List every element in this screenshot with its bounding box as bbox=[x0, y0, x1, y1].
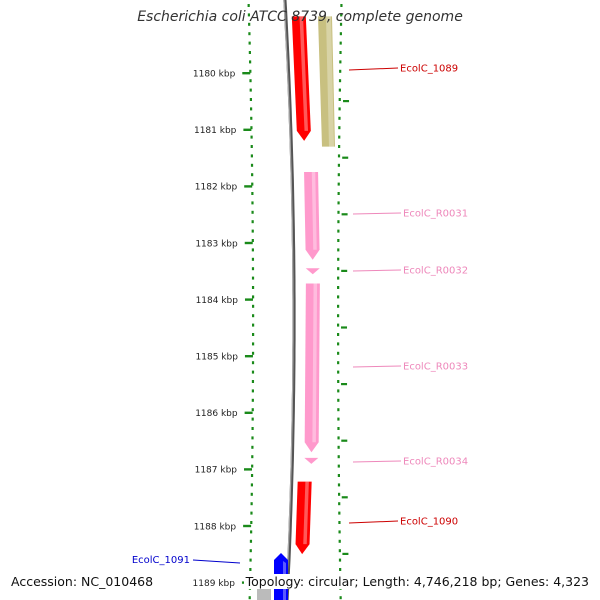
ruler-tick bbox=[243, 524, 252, 528]
olive-feature-bar[interactable] bbox=[318, 16, 335, 147]
ruler-tick bbox=[244, 411, 253, 414]
features bbox=[257, 16, 335, 600]
backbone-layer bbox=[247, 0, 343, 600]
ruler-tick bbox=[244, 355, 253, 358]
feature-ecolc-r0032[interactable] bbox=[305, 268, 320, 275]
ruler-tick bbox=[244, 298, 253, 301]
feature-label[interactable]: EcolC_R0034 bbox=[403, 457, 468, 468]
feature-label[interactable]: EcolC_1089 bbox=[400, 64, 458, 75]
feature-label[interactable]: EcolC_R0031 bbox=[403, 209, 468, 220]
outer-ring-tick bbox=[341, 213, 348, 216]
label-leader-line bbox=[352, 212, 402, 215]
ruler-tick-label: 1185 kbp bbox=[196, 353, 239, 363]
ruler-tick-label: 1181 kbp bbox=[194, 126, 237, 136]
outer-ring-tick bbox=[341, 496, 348, 499]
feature-ecolc-r0031[interactable] bbox=[304, 172, 320, 260]
feature-ecolc-1090[interactable] bbox=[295, 481, 312, 555]
outer-ring-tick bbox=[341, 326, 348, 329]
label-leader-line bbox=[192, 559, 241, 564]
outer-ring-tick bbox=[341, 439, 348, 442]
ruler-tick-label: 1182 kbp bbox=[195, 183, 238, 193]
ruler-tick-label: 1189 kbp bbox=[193, 579, 236, 589]
ruler-tick bbox=[244, 241, 253, 245]
ruler-tick-label: 1183 kbp bbox=[195, 239, 238, 249]
outer-ring-tick bbox=[342, 156, 349, 159]
ruler-tick-label: 1187 kbp bbox=[195, 466, 238, 476]
feature-ecolc-1089[interactable] bbox=[291, 16, 311, 141]
feature-label[interactable]: EcolC_R0032 bbox=[403, 266, 468, 277]
feature-label[interactable]: EcolC_R0033 bbox=[403, 362, 468, 373]
label-leader-line bbox=[348, 67, 399, 71]
label-leader-line bbox=[352, 269, 402, 272]
outer-dotted-ring bbox=[337, 4, 343, 600]
accession-text: Accession: NC_010468 bbox=[9, 574, 156, 589]
ruler-tick-label: 1188 kbp bbox=[194, 522, 237, 532]
ruler-tick bbox=[242, 72, 251, 75]
outer-ring-tick bbox=[342, 552, 349, 555]
ruler-tick-label: 1186 kbp bbox=[195, 409, 238, 419]
map-title: Escherichia coli ATCC 8739, complete gen… bbox=[137, 9, 463, 25]
label-leader-line bbox=[352, 365, 402, 368]
ruler-tick bbox=[244, 468, 253, 471]
outer-ring-tick bbox=[343, 100, 350, 103]
feature-ecolc-r0033[interactable] bbox=[304, 283, 320, 453]
feature-label[interactable]: EcolC_1091 bbox=[132, 555, 190, 566]
feature-label[interactable]: EcolC_1090 bbox=[400, 517, 458, 528]
label-leader-line bbox=[348, 520, 399, 524]
ruler-tick-label: 1180 kbp bbox=[193, 70, 236, 80]
outer-ring-tick bbox=[341, 269, 348, 272]
ruler-tick-label: 1184 kbp bbox=[196, 296, 239, 306]
label-leader-line bbox=[352, 460, 402, 463]
ruler-tick bbox=[243, 128, 252, 131]
feature-ecolc-r0034[interactable] bbox=[304, 457, 319, 464]
genome-summary-text: Topology: circular; Length: 4,746,218 bp… bbox=[243, 574, 591, 589]
outer-ring-tick bbox=[341, 383, 348, 386]
feature-labels: EcolC_1089 EcolC_R0031 EcolC_R0032 EcolC_R0… bbox=[132, 64, 468, 567]
inner-dotted-ring bbox=[247, 4, 255, 600]
ruler-tick bbox=[244, 185, 253, 188]
ruler: 1180 kbp 1181 kbp 1182 kbp 1183 kbp 1184 kbp… bbox=[193, 70, 350, 589]
